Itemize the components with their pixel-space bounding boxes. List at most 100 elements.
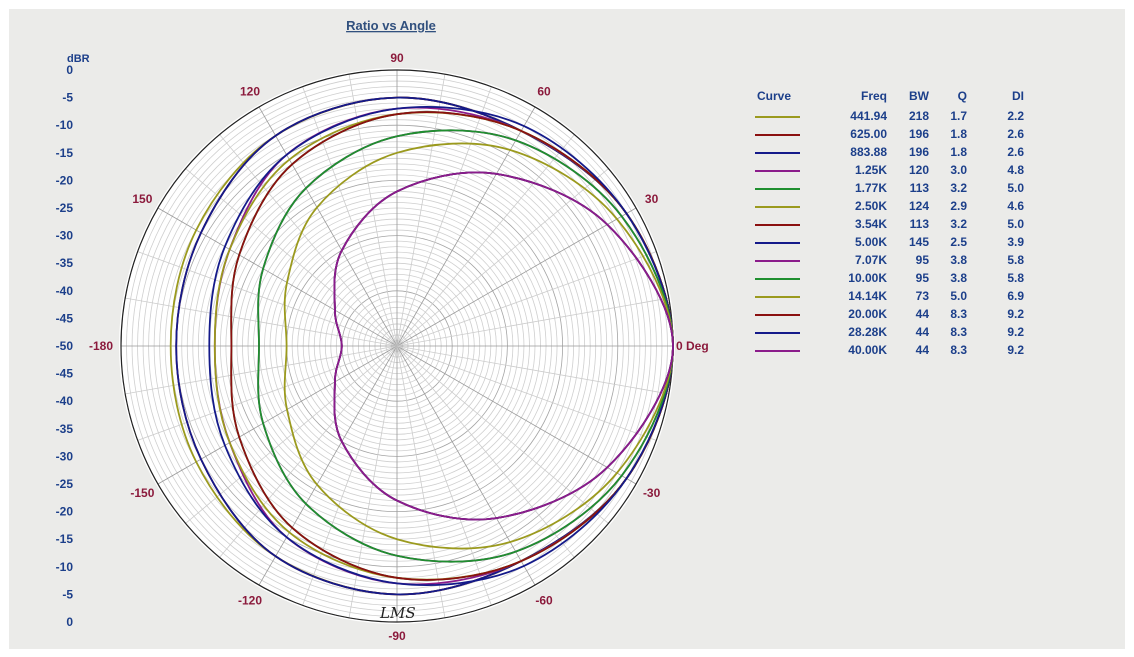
chart-frame: Ratio vs Angle dBR 0 Deg 30 60 90 120 150 -180…: [9, 9, 1125, 649]
legend-swatch: [755, 242, 800, 244]
legend-freq: 1.77K: [854, 181, 887, 195]
legend-swatch: [755, 152, 800, 154]
db-scale: 0-5-10-15-20-25-30-35-40-45-50-45-40-35-…: [56, 63, 74, 629]
legend-di: 5.0: [1007, 181, 1024, 195]
angle-label: -120: [238, 594, 262, 608]
legend-di: 4.6: [1007, 199, 1024, 213]
polar-chart: Ratio vs Angle dBR 0 Deg 30 60 90 120 150 -180…: [56, 18, 709, 643]
radial-unit-label: dBR: [67, 53, 90, 65]
grid-spoke: [396, 207, 637, 347]
legend-di: 2.6: [1007, 127, 1024, 141]
legend-freq: 7.07K: [854, 253, 887, 267]
grid-spoke: [396, 345, 492, 606]
legend-di: 4.8: [1007, 163, 1024, 177]
legend-q: 1.8: [950, 127, 967, 141]
db-scale-label: -5: [62, 587, 73, 601]
legend-swatch: [755, 278, 800, 280]
legend-di: 5.0: [1007, 217, 1024, 231]
angle-label: 30: [645, 192, 659, 206]
legend-bw: 95: [915, 271, 929, 285]
grid-spoke: [258, 106, 398, 347]
legend-bw: 44: [915, 343, 929, 357]
grid-spoke: [396, 345, 575, 558]
legend-swatch: [755, 260, 800, 262]
db-scale-label: 0: [66, 615, 73, 629]
signature: LMS: [379, 604, 416, 622]
legend-di: 6.9: [1007, 289, 1024, 303]
legend-bw: 73: [915, 289, 929, 303]
legend-freq: 40.00K: [848, 343, 887, 357]
legend-freq: 14.14K: [848, 289, 887, 303]
legend-bw: 196: [908, 127, 929, 141]
legend-di: 5.8: [1007, 271, 1024, 285]
legend-freq: 3.54K: [854, 217, 887, 231]
legend-q: 2.9: [950, 199, 967, 213]
curve-7: [230, 111, 674, 581]
grid-spoke: [396, 345, 536, 586]
legend-header-curve: Curve: [757, 89, 792, 103]
legend-bw: 196: [908, 145, 929, 159]
grid-spoke: [396, 345, 446, 618]
db-scale-label: -10: [56, 118, 74, 132]
curve-group: [169, 96, 674, 596]
grid-spoke: [396, 345, 609, 524]
db-scale-label: -40: [56, 284, 74, 298]
legend-q: 5.0: [950, 289, 967, 303]
grid-spoke: [396, 345, 657, 441]
legend-swatch: [755, 224, 800, 226]
legend-di: 5.8: [1007, 253, 1024, 267]
grid-spoke: [125, 345, 398, 395]
legend-di: 2.6: [1007, 145, 1024, 159]
angle-labels: 0 Deg 30 60 90 120 150 -180 -150 -120 -90 -60 -30: [89, 51, 709, 643]
legend-swatch: [755, 350, 800, 352]
legend-bw: 95: [915, 253, 929, 267]
legend-swatch: [755, 206, 800, 208]
chart-title: Ratio vs Angle: [346, 18, 436, 33]
legend-swatch: [755, 332, 800, 334]
angle-label: -150: [130, 486, 154, 500]
polar-grid: [119, 68, 675, 624]
legend-freq: 441.94: [850, 109, 887, 123]
legend-freq: 1.25K: [854, 163, 887, 177]
legend-swatch: [755, 314, 800, 316]
db-scale-label: -35: [56, 256, 74, 270]
db-scale-label: -50: [56, 339, 74, 353]
legend-bw: 145: [908, 235, 929, 249]
legend-q: 2.5: [950, 235, 967, 249]
grid-spoke: [125, 297, 398, 347]
db-scale-label: -35: [56, 422, 74, 436]
legend-q: 8.3: [950, 325, 967, 339]
db-scale-label: -20: [56, 173, 74, 187]
grid-spoke: [348, 74, 398, 347]
grid-spoke: [396, 345, 637, 485]
curve-8: [208, 105, 674, 587]
grid-spoke: [396, 106, 536, 347]
angle-label: -60: [535, 594, 553, 608]
legend-swatch: [755, 170, 800, 172]
legend-swatch: [755, 116, 800, 118]
grid-spoke: [348, 345, 398, 618]
db-scale-label: -30: [56, 229, 74, 243]
db-scale-label: -10: [56, 560, 74, 574]
legend-swatch: [755, 134, 800, 136]
legend-bw: 120: [908, 163, 929, 177]
legend-bw: 124: [908, 199, 929, 213]
grid-spoke: [302, 86, 398, 347]
legend-di: 9.2: [1007, 307, 1024, 321]
legend-q: 8.3: [950, 307, 967, 321]
db-scale-label: -45: [56, 311, 74, 325]
angle-label: -180: [89, 339, 113, 353]
grid-spoke: [396, 251, 657, 347]
grid-spoke: [396, 345, 669, 395]
grid-spoke: [258, 345, 398, 586]
legend-bw: 44: [915, 325, 929, 339]
db-scale-label: -20: [56, 505, 74, 519]
angle-label: 120: [240, 84, 260, 98]
legend-bw: 44: [915, 307, 929, 321]
legend-freq: 10.00K: [848, 271, 887, 285]
db-scale-label: -5: [62, 91, 73, 105]
legend-bw: 113: [909, 181, 929, 195]
curve-14: [333, 171, 674, 521]
db-scale-label: -30: [56, 449, 74, 463]
grid-spoke: [185, 345, 398, 524]
